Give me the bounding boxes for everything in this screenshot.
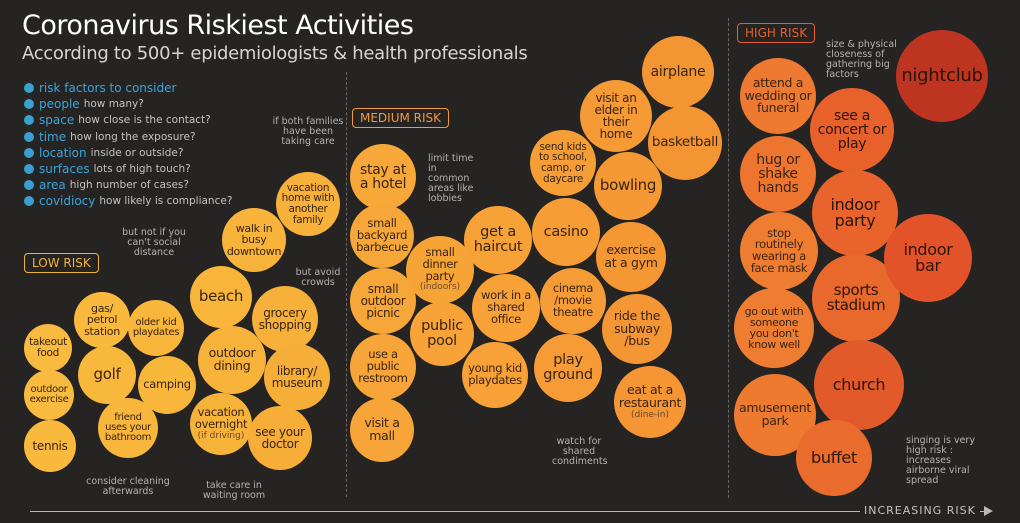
legend-key: people [39,97,80,112]
bubble-see-concert: see a concert or play [810,88,894,172]
bubble-backyard-barbecue: small backyard barbecue [350,204,414,268]
legend-item-space: space how close is the contact? [24,112,232,128]
globe-icon [24,180,34,191]
bubble-hug-shake: hug or shake hands [740,136,816,212]
space-icon [24,115,34,126]
bubble-exercise-gym: exercise at a gym [596,222,666,292]
divider-medium-high [728,18,729,498]
legend-key: surfaces [39,162,90,177]
bubble-shared-office: work in a shared office [472,274,540,342]
note-singing: singing is very high risk : increases ai… [906,435,975,486]
legend-item-time: time how long the exposure? [24,129,232,145]
page-title: Coronavirus Riskiest Activities [22,10,414,41]
bubble-stop-face-mask: stop routinely wearing a face mask [740,212,818,290]
bubble-older-kid-playdates: older kid playdates [128,300,184,356]
bubble-nightclub: nightclub [896,30,988,122]
bubble-vacation-home: vacation home with another family [276,172,340,236]
bubble-outdoor-picnic: small outdoor picnic [350,268,416,334]
note-avoid-crowds: but avoid crowds [295,267,341,288]
bubble-ride-subway: ride the subway /bus [602,294,672,364]
note-not-social-distance: but not if you can't social distance [122,227,186,258]
note-consider-cleaning: consider cleaning afterwards [86,476,170,497]
bubble-church: church [814,340,904,430]
legend-item-surfaces: surfaces lots of high touch? [24,161,232,177]
bubble-grocery-shopping: grocery shopping [252,286,318,352]
bubble-outdoor-dining: outdoor dining [198,326,266,394]
note-size-closeness: size & physical closeness of gathering b… [826,39,897,80]
bubble-dinner-party: small dinner party (indoors) [406,236,474,304]
risk-axis-line [30,511,990,512]
bubble-see-your-doctor: see your doctor [248,406,312,470]
legend-key: location [39,145,87,160]
legend-item-covidiocy: covidiocy how likely is compliance? [24,193,232,209]
bubble-takeout-food: takeout food [24,324,72,372]
low-risk-label: LOW RISK [24,253,99,273]
legend-item-location: location inside or outside? [24,145,232,161]
legend-item-people: people how many? [24,96,232,112]
people-icon [24,99,34,110]
bubble-walk-downtown: walk in busy downtown [222,208,286,272]
bubble-play-ground: play ground [534,334,602,402]
clock-icon [24,131,34,142]
legend-desc: how close is the contact? [78,114,211,127]
arrow-right-icon [984,506,993,516]
high-risk-label: HIGH RISK [737,23,816,43]
medium-risk-label: MEDIUM RISK [352,108,450,128]
bubble-golf: golf [78,346,136,404]
bubble-get-haircut: get a haircut [464,206,532,274]
bubble-young-kid-playdates: young kid playdates [462,342,528,408]
bubble-library-museum: library/ museum [264,344,330,410]
legend-desc: how likely is compliance? [99,195,233,208]
bubble-airplane: airplane [642,36,714,108]
bubble-visit-elder: visit an elder in their home [580,80,652,152]
bubble-visit-mall: visit a mall [350,398,414,462]
head-icon [24,196,34,207]
legend-key: space [39,113,75,128]
note-take-care-waiting: take care in waiting room [202,480,266,501]
legend-desc: how long the exposure? [70,130,196,143]
legend-heading-row: risk factors to consider [24,80,232,96]
legend-desc: how many? [83,98,144,111]
info-icon [24,83,34,94]
bubble-eat-restaurant: eat at a restaurant (dine-in) [614,366,686,438]
bubble-casino: casino [532,198,600,266]
legend-key: time [39,129,67,144]
note-shared-condiments: watch for shared condiments [552,436,608,467]
bubble-cinema: cinema /movie theatre [540,268,606,334]
bubble-camping: camping [138,356,196,414]
note-limit-time: limit time in common areas like lobbies [428,153,474,204]
location-pin-icon [24,147,34,158]
bubble-go-out-someone: go out with someone you don't know well [734,288,814,368]
bubble-indoor-bar: indoor bar [884,214,972,302]
bubble-buffet: buffet [796,420,872,496]
bubble-friend-bathroom: friend uses your bathroom [98,398,158,458]
bubble-send-kids-school: send kids to school, camp, or daycare [530,130,596,196]
axis-label: INCREASING RISK [860,504,980,517]
bubble-gas-station: gas/ petrol station [74,292,130,348]
bubble-tennis: tennis [24,420,76,472]
bubble-beach: beach [190,266,252,328]
legend-desc: inside or outside? [90,146,184,159]
hand-icon [24,164,34,175]
risk-factor-legend: risk factors to consider people how many… [24,80,232,210]
bubble-stay-hotel: stay at a hotel [350,144,416,210]
note-both-families: if both families have been taking care [272,116,344,147]
bubble-indoor-party: indoor party [812,170,898,256]
legend-key: covidiocy [39,194,96,209]
bubble-public-pool: public pool [410,302,474,366]
legend-item-area: area high number of cases? [24,177,232,193]
bubble-attend-wedding: attend a wedding or funeral [740,58,816,134]
legend-heading: risk factors to consider [39,81,177,96]
legend-key: area [39,178,66,193]
bubble-basketball: basketball [648,106,722,180]
divider-low-medium [346,72,347,497]
bubble-public-restroom: use a public restroom [350,334,416,400]
page-subtitle: According to 500+ epidemiologists & heal… [22,43,528,64]
bubble-outdoor-exercise: outdoor exercise [24,370,74,420]
legend-desc: high number of cases? [69,179,189,192]
bubble-bowling: bowling [594,152,662,220]
legend-desc: lots of high touch? [93,163,191,176]
bubble-vacation-overnight: vacation overnight (if driving) [190,393,252,455]
